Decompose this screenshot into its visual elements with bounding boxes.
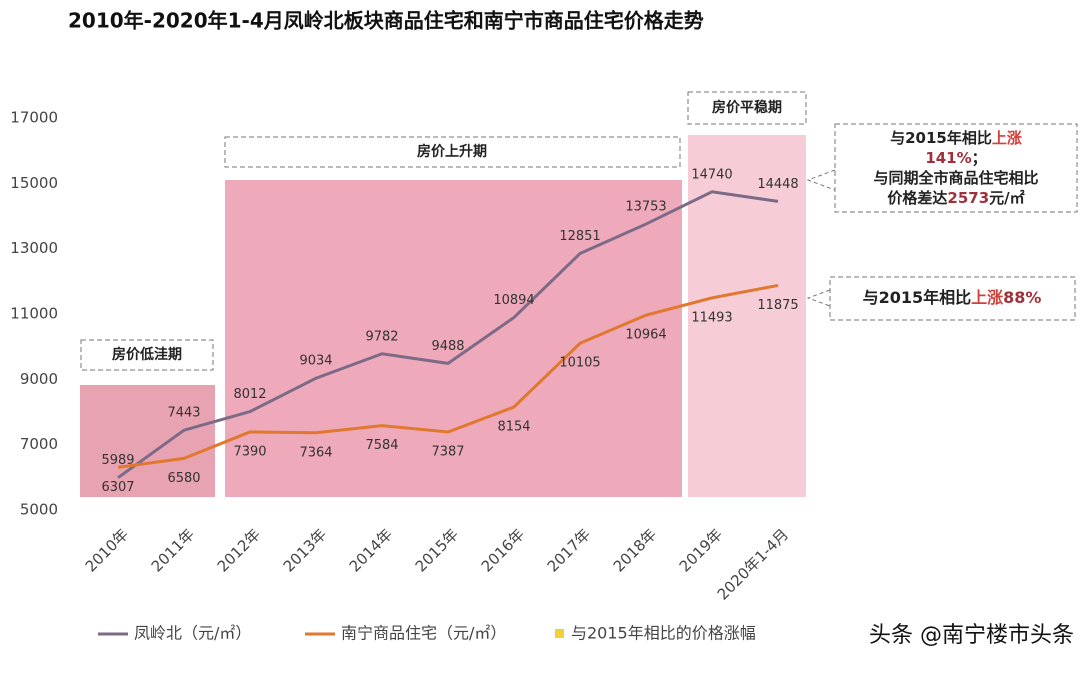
callout-text: 141%； (925, 149, 986, 167)
x-tick-label: 2019年 (676, 525, 726, 575)
period-label: 房价低洼期 (112, 346, 182, 363)
callout-pointer (806, 289, 831, 307)
data-label: 9782 (365, 329, 398, 344)
x-tick-label: 2020年1-4月 (714, 525, 792, 603)
data-label: 14448 (757, 177, 798, 192)
callout-text: 价格差达2573元/㎡ (887, 189, 1024, 207)
legend-label: 凤岭北（元/㎡） (134, 624, 251, 643)
x-tick-label: 2014年 (346, 525, 396, 575)
data-label: 11493 (691, 310, 732, 325)
callout-segment: 141% (925, 149, 971, 167)
callout-segment: 88% (1003, 288, 1041, 307)
callout-segment: 元/㎡ (989, 189, 1024, 207)
data-label: 10964 (625, 328, 666, 343)
callout-segment: 与同期全市商品住宅相比 (873, 169, 1038, 187)
watermark: 头条 @南宁楼市头条 (869, 623, 1074, 648)
data-label: 7584 (365, 438, 398, 453)
period-box (80, 339, 214, 371)
data-label: 13753 (625, 200, 666, 215)
callout-segment: 2573 (947, 189, 989, 207)
period-box (224, 136, 681, 168)
rise-period-region (225, 180, 682, 497)
callout-segment: ； (972, 149, 987, 167)
data-label: 10105 (559, 356, 600, 371)
x-tick-label: 2016年 (478, 525, 528, 575)
data-label: 14740 (691, 167, 732, 182)
legend-label: 与2015年相比的价格涨幅 (571, 624, 756, 643)
x-tick-label: 2018年 (610, 525, 660, 575)
data-label: 12851 (559, 229, 600, 244)
x-tick-label: 2010年 (82, 525, 132, 575)
chart-title: 2010年-2020年1-4月凤岭北板块商品住宅和南宁市商品住宅价格走势 (68, 9, 704, 33)
y-tick-label: 13000 (10, 239, 58, 257)
data-label: 8154 (497, 419, 530, 434)
callout-segment: 上涨 (992, 129, 1022, 147)
y-tick-label: 17000 (10, 109, 58, 127)
callout-pointer (806, 169, 836, 191)
callout-text: 与同期全市商品住宅相比 (873, 169, 1038, 187)
y-tick-label: 5000 (20, 501, 58, 519)
data-label: 9034 (299, 354, 332, 369)
x-tick-label: 2012年 (214, 525, 264, 575)
y-tick-label: 9000 (20, 370, 58, 388)
legend-swatch (555, 629, 564, 638)
data-label: 10894 (493, 293, 534, 308)
series-line (117, 283, 779, 469)
callout-box (829, 276, 1076, 321)
callout-text: 与2015年相比上涨88% (863, 288, 1042, 307)
data-label: 7387 (431, 445, 464, 460)
data-label: 6580 (167, 471, 200, 486)
legend-label: 南宁商品住宅（元/㎡） (341, 624, 506, 643)
callout-segment: 与2015年相比 (863, 288, 972, 307)
low-period-region (80, 385, 215, 497)
callout-segment: 与2015年相比 (890, 129, 992, 147)
data-label: 7390 (233, 444, 266, 459)
data-label: 9488 (431, 339, 464, 354)
callout-text: 与2015年相比上涨 (890, 129, 1022, 147)
period-box (687, 91, 807, 125)
period-label: 房价平稳期 (712, 99, 782, 116)
series-line (117, 190, 779, 479)
y-tick-label: 7000 (20, 435, 58, 453)
data-label: 11875 (757, 298, 798, 313)
x-tick-label: 2015年 (412, 525, 462, 575)
data-label: 7364 (299, 445, 332, 460)
y-tick-label: 11000 (10, 305, 58, 323)
callout-box (834, 123, 1078, 213)
x-tick-label: 2013年 (280, 525, 330, 575)
period-label: 房价上升期 (417, 143, 487, 160)
callout-segment: 价格差达 (887, 189, 947, 207)
x-tick-label: 2017年 (544, 525, 594, 575)
callout-segment: 上涨 (971, 288, 1003, 307)
data-label: 5989 (101, 453, 134, 468)
x-tick-label: 2011年 (148, 525, 198, 575)
y-tick-label: 15000 (10, 174, 58, 192)
data-label: 6307 (101, 480, 134, 495)
data-label: 7443 (167, 406, 200, 421)
data-label: 8012 (233, 387, 266, 402)
